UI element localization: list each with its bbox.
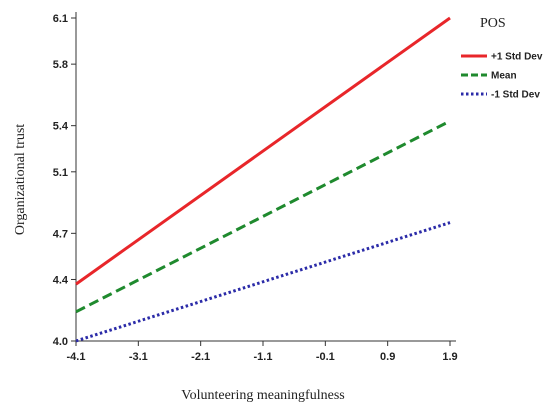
- y-tick-label: 4.0: [53, 336, 68, 348]
- y-tick-label: 6.1: [53, 13, 68, 25]
- x-tick-label: -3.1: [129, 351, 148, 363]
- series-line-1: [75, 119, 451, 314]
- x-ticks: -4.1 -3.1 -2.1 -1.1 -0.1 0.9 1.9: [67, 341, 458, 363]
- y-tick-label: 5.1: [53, 167, 68, 179]
- x-tick-label: 1.9: [442, 351, 457, 363]
- y-tick-label: 5.8: [53, 59, 68, 71]
- y-tick-label: 5.4: [53, 121, 69, 133]
- series-line-2: [75, 221, 451, 343]
- y-tick-label: 4.7: [53, 228, 68, 240]
- y-axis-title: Organizational trust: [13, 124, 28, 235]
- legend-label-0: +1 Std Dev: [491, 52, 543, 63]
- series-line-0: [75, 16, 451, 286]
- legend-title: POS: [480, 16, 506, 31]
- x-tick-label: -2.1: [191, 351, 210, 363]
- series-layer: [75, 16, 451, 343]
- y-tick-label: 4.4: [53, 274, 69, 286]
- legend-items: +1 Std Dev Mean -1 Std Dev: [461, 52, 543, 101]
- legend-label-1: Mean: [491, 71, 517, 82]
- x-tick-label: -4.1: [67, 351, 86, 363]
- x-tick-label: 0.9: [380, 351, 395, 363]
- x-tick-label: -1.1: [254, 351, 273, 363]
- x-axis-title: Volunteering meaningfulness: [181, 388, 344, 403]
- legend: POS +1 Std Dev Mean -1 Std Dev: [461, 16, 543, 101]
- x-tick-label: -0.1: [316, 351, 335, 363]
- legend-label-2: -1 Std Dev: [491, 90, 540, 101]
- axes: [75, 12, 456, 342]
- y-ticks: 4.0 4.4 4.7 5.1 5.4 5.8 6.1: [53, 13, 76, 348]
